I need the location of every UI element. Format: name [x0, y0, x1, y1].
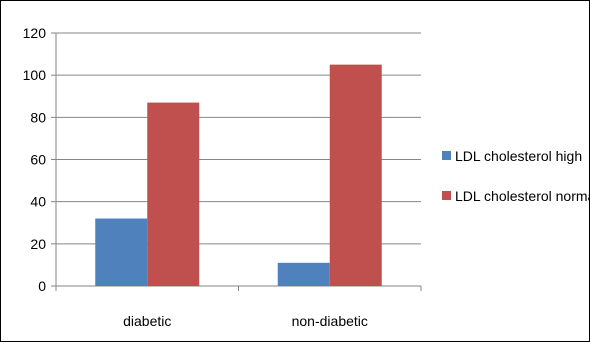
bar-ldl-cholesterol-normal-non-diabetic [329, 64, 382, 286]
x-category-label: diabetic [123, 313, 171, 329]
y-tick-label: 40 [30, 194, 46, 210]
y-tick-label: 100 [23, 67, 47, 83]
legend: LDL cholesterol high LDL cholesterol norm… [442, 148, 589, 204]
bar-ldl-cholesterol-normal-diabetic [147, 102, 200, 286]
legend-swatch [442, 191, 451, 200]
y-tick-label: 20 [30, 236, 46, 252]
y-tick-label: 80 [30, 109, 46, 125]
bars [95, 64, 382, 286]
y-axis-tick-labels: 0 20 40 60 80 100 120 [23, 25, 47, 294]
legend-label: LDL cholesterol high [455, 148, 582, 164]
x-axis-category-labels: diabetic non-diabetic [123, 313, 368, 329]
x-category-label: non-diabetic [292, 313, 368, 329]
legend-label: LDL cholesterol normal [455, 188, 589, 204]
y-tick-label: 60 [30, 152, 46, 168]
legend-swatch [442, 151, 451, 160]
y-tick-label: 120 [23, 25, 47, 41]
bar-ldl-cholesterol-high-non-diabetic [277, 262, 330, 286]
y-tick-label: 0 [38, 278, 46, 294]
bar-ldl-cholesterol-high-diabetic [95, 218, 148, 286]
